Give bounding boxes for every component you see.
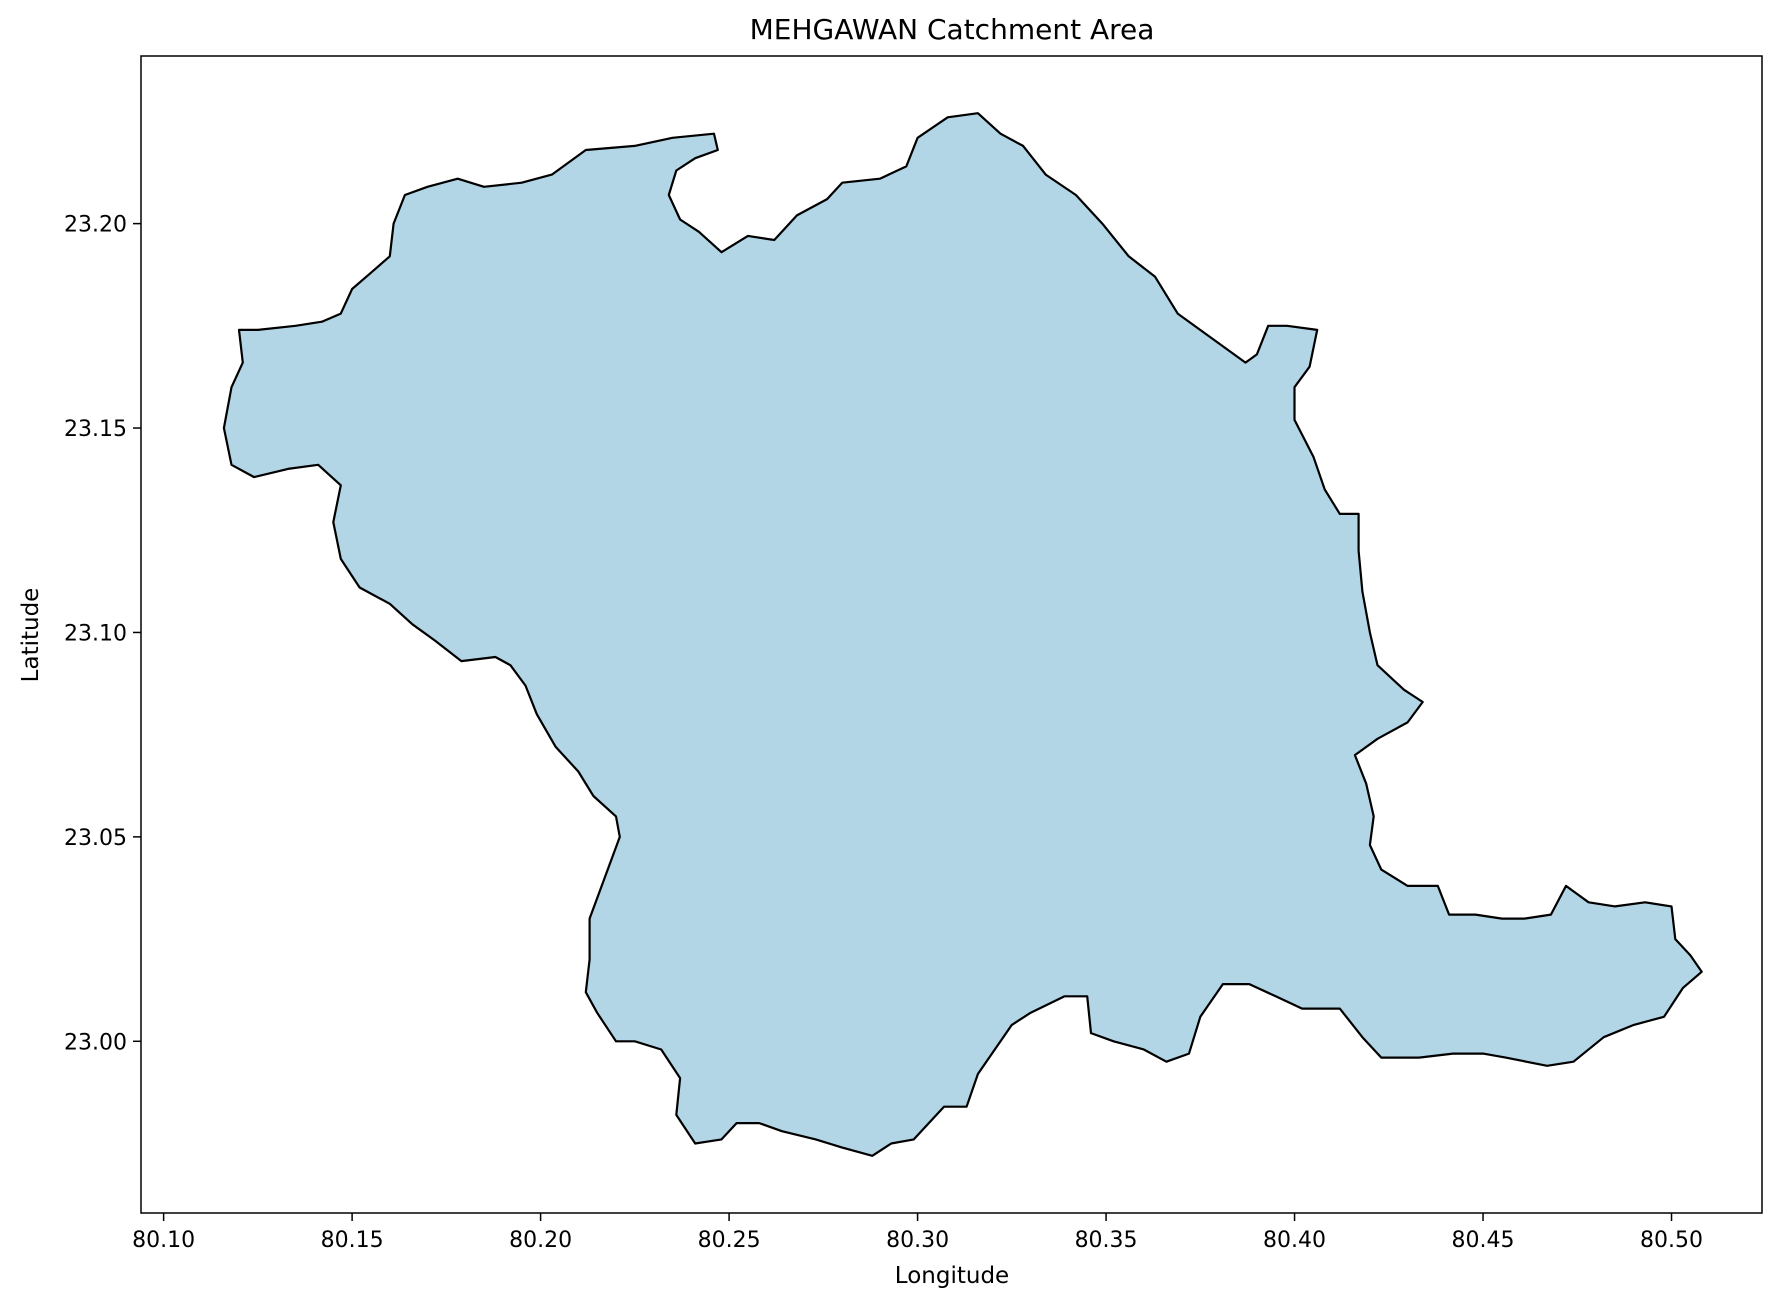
y-axis-label: Latitude — [18, 588, 44, 683]
y-tick-label: 23.10 — [64, 621, 127, 646]
x-tick-label: 80.25 — [698, 1228, 761, 1253]
x-axis-ticks: 80.10 80.15 80.20 80.25 80.30 80.35 80.40 80.45… — [132, 1213, 1703, 1253]
x-tick-label: 80.50 — [1640, 1228, 1703, 1253]
y-tick-label: 23.15 — [64, 417, 127, 442]
plot-title: MEHGAWAN Catchment Area — [750, 13, 1155, 46]
x-tick-label: 80.10 — [132, 1228, 195, 1253]
x-tick-label: 80.45 — [1452, 1228, 1515, 1253]
y-tick-label: 23.05 — [64, 826, 127, 851]
x-tick-label: 80.40 — [1263, 1228, 1326, 1253]
y-tick-label: 23.00 — [64, 1030, 127, 1055]
x-axis-label: Longitude — [895, 1263, 1009, 1289]
x-tick-label: 80.35 — [1075, 1228, 1138, 1253]
axes-frame — [140, 55, 1763, 1214]
y-tick-label: 23.20 — [64, 213, 127, 238]
x-tick-label: 80.30 — [886, 1228, 949, 1253]
catchment-boundary — [222, 112, 1703, 1157]
y-axis-ticks: 23.00 23.05 23.10 23.15 23.20 — [64, 213, 141, 1055]
plot-area — [222, 112, 1703, 1157]
x-tick-label: 80.15 — [321, 1228, 384, 1253]
x-tick-label: 80.20 — [509, 1228, 572, 1253]
